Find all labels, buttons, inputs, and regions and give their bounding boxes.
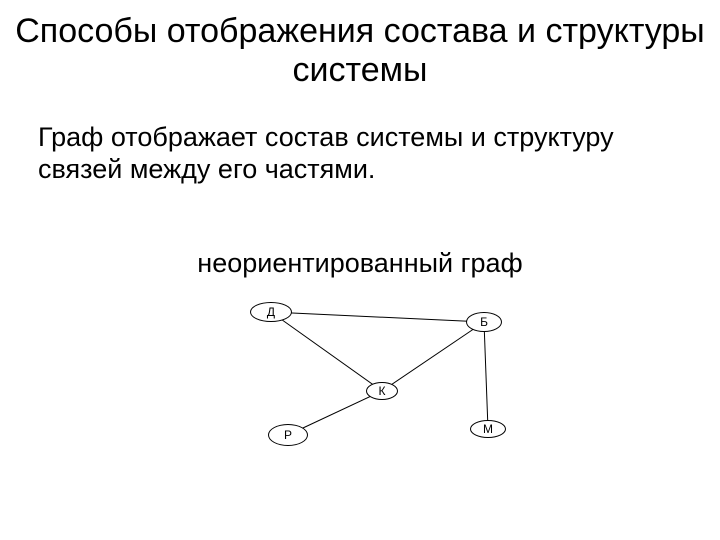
node-K: К <box>366 382 398 400</box>
edge-B-M <box>484 322 488 429</box>
node-B: Б <box>466 312 502 332</box>
edge-B-K <box>382 322 484 391</box>
graph-edges-layer <box>0 0 720 540</box>
node-M: М <box>470 420 506 438</box>
node-R: Р <box>268 424 308 446</box>
edge-D-B <box>271 312 484 322</box>
edge-D-K <box>271 312 382 391</box>
node-D: Д <box>250 302 292 322</box>
